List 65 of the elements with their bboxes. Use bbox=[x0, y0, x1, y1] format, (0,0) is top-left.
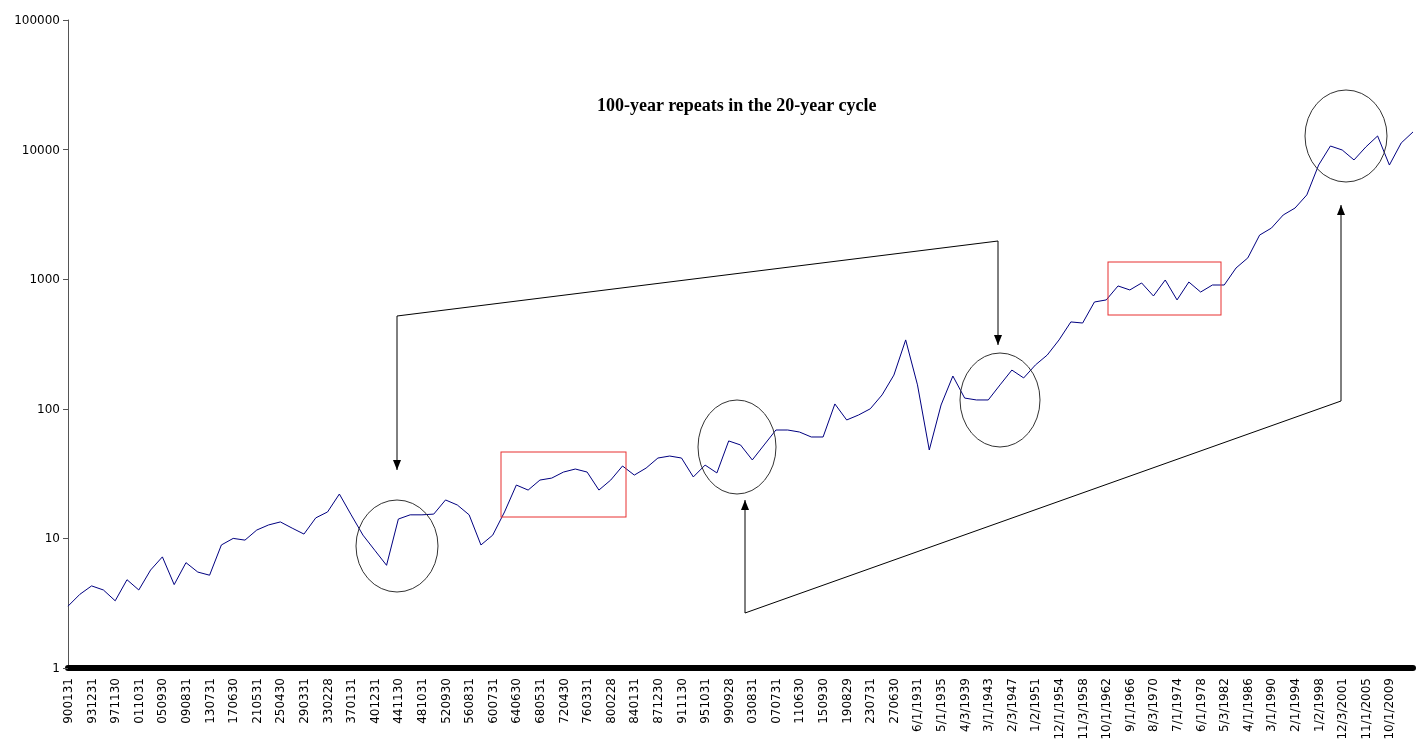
x-tick-label: 330228 bbox=[320, 678, 335, 724]
y-tick-label: 1000 bbox=[29, 272, 60, 287]
x-tick-label: 070731 bbox=[768, 678, 783, 724]
y-tick-label: 10 bbox=[44, 531, 60, 546]
x-tick-label: 481031 bbox=[414, 678, 429, 724]
x-tick-label: 11/3/1958 bbox=[1075, 678, 1090, 740]
x-tick-label: 011031 bbox=[131, 678, 146, 724]
x-tick-label: 990928 bbox=[721, 678, 736, 724]
x-tick-label: 5/3/1982 bbox=[1217, 678, 1232, 732]
text: 100-year repeats in the 20-year cycle bbox=[597, 95, 877, 115]
x-tick-label: 12/3/2001 bbox=[1335, 678, 1350, 740]
x-tick-label: 1/2/1998 bbox=[1311, 678, 1326, 732]
x-tick-label: 210531 bbox=[249, 678, 264, 724]
x-tick-label: 871230 bbox=[650, 678, 665, 724]
x-tick-label: 10/1/2009 bbox=[1382, 678, 1397, 740]
x-tick-label: 600731 bbox=[485, 678, 500, 724]
y-tick-label: 100000 bbox=[14, 13, 60, 27]
x-tick-label: 11/1/2005 bbox=[1358, 678, 1373, 740]
x-tick-label: 2/1/1994 bbox=[1288, 678, 1303, 732]
x-tick-label: 8/3/1970 bbox=[1146, 678, 1161, 732]
x-tick-label: 3/1/1943 bbox=[981, 678, 996, 732]
x-tick-label: 840131 bbox=[627, 678, 642, 724]
x-tick-label: 030831 bbox=[745, 678, 760, 724]
x-tick-label: 3/1/1990 bbox=[1264, 678, 1279, 732]
x-tick-label: 1/2/1951 bbox=[1028, 678, 1043, 732]
x-tick-label: 12/1/1954 bbox=[1052, 678, 1067, 740]
x-tick-label: 250430 bbox=[273, 678, 288, 724]
x-tick-label: 971130 bbox=[108, 678, 123, 724]
x-tick-label: 441130 bbox=[391, 678, 406, 724]
x-tick-label: 900131 bbox=[61, 678, 75, 724]
y-tick-label: 10000 bbox=[21, 142, 60, 157]
x-tick-label: 951031 bbox=[698, 678, 713, 724]
x-tick-label: 560831 bbox=[462, 678, 477, 724]
y-tick-label: 1 bbox=[52, 661, 60, 675]
x-tick-label: 10/1/1962 bbox=[1099, 678, 1114, 740]
x-tick-label: 720430 bbox=[556, 678, 571, 724]
x-tick-label: 170630 bbox=[226, 678, 241, 724]
line-series bbox=[67, 131, 1414, 607]
x-tick-label: 370131 bbox=[344, 678, 359, 724]
x-tick-label: 190829 bbox=[839, 678, 854, 724]
x-tick-label: 270630 bbox=[886, 678, 901, 724]
x-tick-label: 6/1/1931 bbox=[910, 678, 925, 732]
x-tick-label: 520930 bbox=[438, 678, 453, 724]
x-tick-label: 150930 bbox=[816, 678, 831, 724]
x-tick-label: 5/1/1935 bbox=[934, 678, 949, 732]
x-tick-label: 050930 bbox=[155, 678, 170, 724]
x-tick-label: 230731 bbox=[863, 678, 878, 724]
x-tick-label: 290331 bbox=[296, 678, 311, 724]
x-tick-label: 931231 bbox=[84, 678, 99, 724]
y-tick-label: 100 bbox=[37, 401, 60, 416]
x-tick-label: 6/1/1978 bbox=[1193, 678, 1208, 732]
x-tick-label: 7/1/1974 bbox=[1170, 678, 1185, 732]
x-tick-label: 680531 bbox=[532, 678, 547, 724]
x-tick-label: 4/3/1939 bbox=[957, 678, 972, 732]
x-tick-label: 110630 bbox=[792, 678, 807, 724]
x-tick-label: 760331 bbox=[580, 678, 595, 724]
x-tick-label: 401231 bbox=[367, 678, 382, 724]
x-tick-label: 2/3/1947 bbox=[1004, 678, 1019, 732]
x-tick-label: 800228 bbox=[603, 678, 618, 724]
x-tick-label: 130731 bbox=[202, 678, 217, 724]
x-tick-label: 911130 bbox=[674, 678, 689, 724]
x-tick-label: 640630 bbox=[509, 678, 524, 724]
x-tick-label: 9/1/1966 bbox=[1122, 678, 1137, 732]
x-tick-label: 090831 bbox=[178, 678, 193, 724]
x-tick-label: 4/1/1986 bbox=[1240, 678, 1255, 732]
